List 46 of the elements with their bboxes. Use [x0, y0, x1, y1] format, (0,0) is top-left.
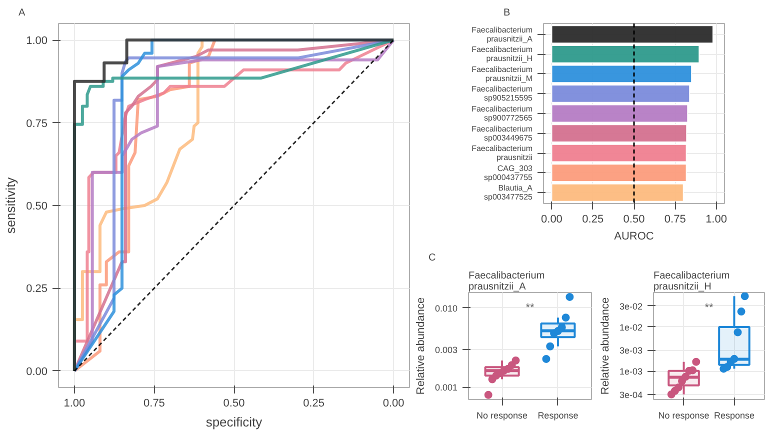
- x-tick-label: 0.50: [223, 398, 245, 410]
- y-tick-label: 0.25: [26, 283, 48, 296]
- y-tick-label: 3e-02: [619, 301, 643, 312]
- y-tick-label: 0.75: [26, 118, 48, 130]
- y-axis-title: Relative abundance: [414, 297, 427, 395]
- y-tick-label: 0.00: [26, 366, 48, 378]
- x-tick-label: 0.25: [303, 398, 324, 410]
- y-tick-label: CAG_303 sp000437755: [484, 164, 534, 182]
- y-tick-label: Faecalibacterium sp003449675: [472, 124, 534, 142]
- x-tick-label: 0.75: [664, 214, 686, 226]
- text: A: [18, 8, 26, 18]
- y-axis-title: Relative abundance: [599, 297, 612, 395]
- y-tick-label: Faecalibacterium prausnitzii_A: [472, 25, 534, 44]
- y-tick-label: 1.00: [26, 35, 48, 48]
- x-axis-title: specificity: [206, 414, 263, 430]
- x-tick-label: 0.00: [541, 214, 562, 226]
- x-tick-label: 0.75: [144, 398, 165, 410]
- x-tick-label: Response: [538, 410, 578, 420]
- y-tick-label: Blautia_A sp003477525: [484, 184, 534, 202]
- y-tick-label: 0.50: [26, 200, 48, 212]
- y-tick-label: 1e-03: [619, 366, 643, 377]
- annotation: **: [704, 302, 714, 314]
- y-tick-label: Faecalibacterium prausnitzii_H: [472, 45, 533, 64]
- y-tick-label: 3e-04: [619, 390, 643, 400]
- y-tick-label: Faecalibacterium prausnitzii: [472, 144, 533, 162]
- x-tick-label: 1.00: [64, 398, 86, 410]
- y-tick-label: 1e-02: [619, 322, 643, 332]
- y-tick-label: 3e-03: [619, 346, 643, 356]
- text: B: [504, 8, 510, 18]
- y-tick-label: Faecalibacterium prausnitzii_M: [472, 64, 533, 83]
- x-tick-label: 0.00: [382, 398, 404, 410]
- y-axis-title: sensitivity: [3, 176, 18, 234]
- y-tick-label: Faecalibacterium sp905215595: [472, 84, 534, 103]
- y-tick-label: 0.001: [434, 382, 458, 393]
- y-tick-label: 0.003: [434, 344, 458, 355]
- annotation: **: [526, 302, 535, 314]
- text: C: [428, 252, 436, 264]
- x-tick-label: No response: [476, 410, 528, 420]
- x-tick-label: No response: [658, 410, 710, 420]
- y-tick-label: 0.010: [434, 303, 458, 314]
- x-tick-label: 1.00: [706, 214, 727, 226]
- x-tick-label: 0.25: [582, 214, 604, 226]
- y-tick-label: Faecalibacterium sp900772565: [472, 104, 534, 122]
- x-tick-label: Response: [714, 410, 754, 420]
- x-axis-title: AUROC: [614, 230, 654, 242]
- chart-title: Faecalibacterium prausnitzii_H: [654, 270, 730, 292]
